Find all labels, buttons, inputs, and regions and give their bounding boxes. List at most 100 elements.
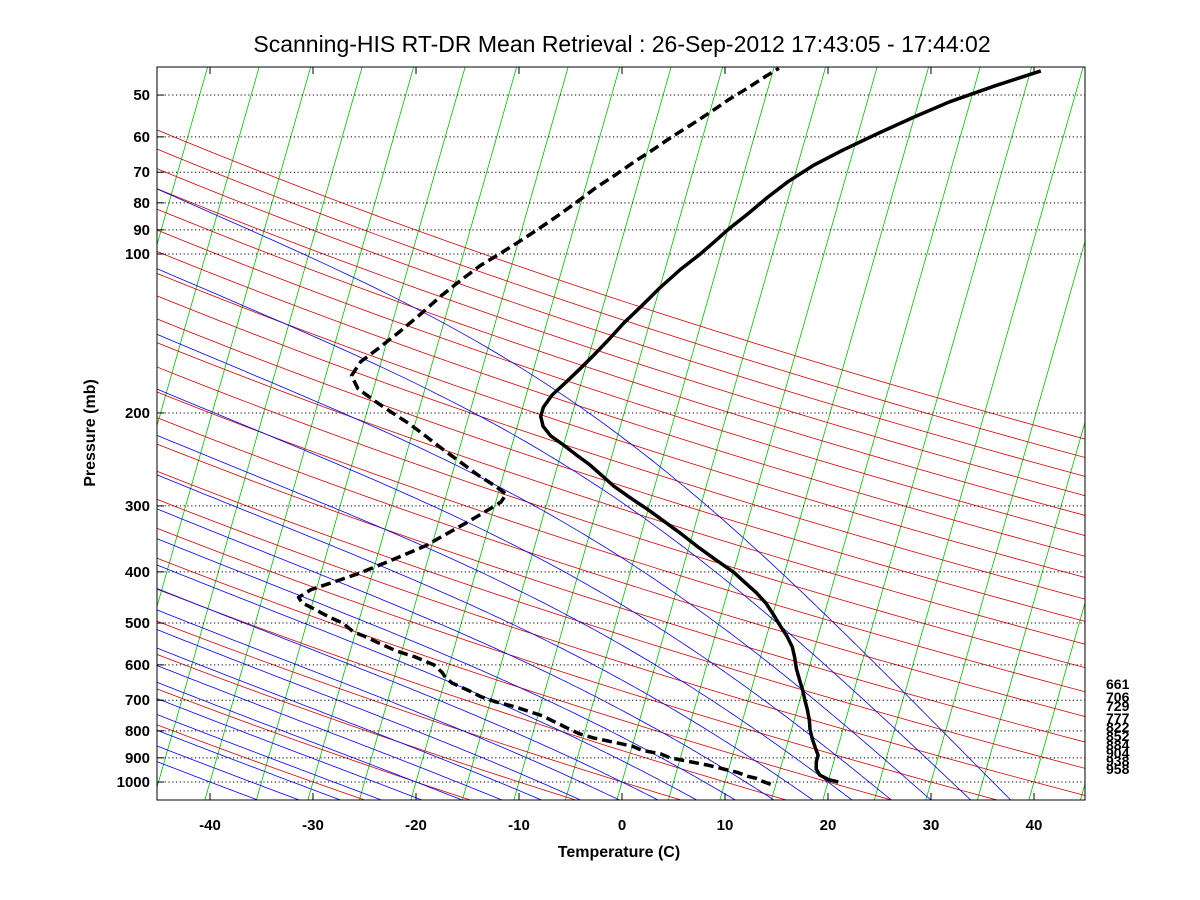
dry-adiabat-line (157, 188, 1085, 497)
side-pressure-label: 958 (1106, 761, 1130, 777)
moist-adiabat-line (157, 333, 932, 800)
side-pressure-label: 904 (1106, 745, 1130, 761)
x-tick-label: 40 (1026, 817, 1043, 834)
dry-adiabat-line (157, 443, 1085, 743)
dry-adiabat-line (157, 557, 894, 800)
y-axis-ticks: 50 60 70 80 90 100 200 300 400 500 600 700 800 900 100… (117, 87, 164, 791)
isotherm-line (770, 67, 981, 800)
y-tick-label: 100 (125, 246, 150, 263)
x-tick-label: 20 (820, 817, 837, 834)
y-tick-label: 60 (133, 129, 150, 146)
x-tick-label: 0 (618, 817, 626, 834)
moist-adiabat-line (157, 647, 543, 800)
dry-adiabat-line (157, 527, 999, 800)
moist-adiabat-line (157, 188, 1012, 800)
x-tick-label: -30 (302, 817, 324, 834)
dry-adiabat-line (157, 229, 1085, 537)
plot-frame (156, 66, 1086, 801)
isotherm-line (204, 67, 415, 800)
dewpoint-profile-line (296, 67, 780, 786)
dry-adiabat-line (157, 272, 1085, 578)
y-tick-label: 70 (133, 164, 150, 181)
y-axis-label: Pressure (mb) (82, 379, 99, 487)
dry-adiabat-line (157, 588, 788, 800)
x-tick-label: 10 (717, 817, 734, 834)
isotherm-line (157, 67, 312, 608)
dry-adiabat-line (157, 498, 1085, 796)
x-tick-label: -10 (508, 817, 530, 834)
moist-adiabat-line (157, 681, 464, 800)
dry-adiabat-line (157, 295, 1085, 600)
isotherm-line (513, 67, 724, 800)
side-pressure-label: 729 (1106, 698, 1130, 714)
temperature-profile-line (538, 69, 1042, 784)
isotherm-line (157, 67, 260, 428)
moist-adiabat-line (157, 729, 342, 800)
side-pressure-label: 852 (1106, 728, 1130, 744)
x-axis-ticks: -40 -30 -20 -10 0 10 20 30 40 (199, 67, 1042, 834)
isotherm-line (873, 67, 1084, 800)
isotherm-line (925, 239, 1085, 800)
dry-adiabat-line (157, 391, 1085, 693)
moist-adiabat-line (157, 564, 698, 800)
moist-adiabat-line (157, 714, 383, 800)
side-pressure-label: 661 (1106, 676, 1130, 692)
isotherm-line (461, 67, 672, 800)
moist-adiabat-line (157, 538, 737, 800)
moist-adiabat-line (157, 609, 621, 800)
plot-area (156, 66, 1086, 801)
moist-adiabat-line (157, 665, 503, 800)
isotherm-line (157, 67, 209, 247)
y-tick-label: 700 (125, 692, 150, 709)
side-pressure-label: 822 (1106, 719, 1130, 735)
isotherm-line (976, 420, 1085, 800)
y-tick-label: 400 (125, 564, 150, 581)
isotherm-line (564, 67, 775, 800)
dry-adiabat-line (157, 129, 1085, 440)
chart-title: Scanning-HIS RT-DR Mean Retrieval : 26-S… (253, 31, 990, 57)
isotherm-line (667, 67, 878, 800)
moist-adiabat-line (157, 698, 424, 800)
dry-adiabat-line (157, 318, 1085, 622)
y-tick-label: 900 (125, 750, 150, 767)
side-pressure-label: 884 (1106, 737, 1130, 753)
x-tick-label: 30 (923, 817, 940, 834)
y-tick-label: 200 (125, 405, 150, 422)
y-tick-label: 90 (133, 222, 150, 239)
dry-adiabat-line (157, 620, 683, 800)
moist-adiabat-line (157, 474, 814, 800)
y-tick-label: 80 (133, 195, 150, 212)
x-tick-label: -40 (199, 817, 221, 834)
dry-adiabat-line (157, 470, 1085, 769)
moist-adiabat-line (157, 388, 892, 800)
y-tick-label: 1000 (117, 774, 150, 791)
x-axis-label: Temperature (C) (558, 844, 680, 861)
side-pressure-label: 706 (1106, 689, 1130, 705)
plot-background (157, 67, 1085, 800)
x-tick-label: -20 (405, 817, 427, 834)
y-tick-label: 800 (125, 723, 150, 740)
moist-adiabat-line (157, 745, 301, 800)
y-tick-label: 500 (125, 615, 150, 632)
dry-adiabat-line (157, 148, 1085, 458)
moist-adiabat-line (157, 629, 582, 800)
side-pressure-label: 938 (1106, 753, 1130, 769)
moist-adiabat-line (157, 588, 659, 800)
y-tick-label: 50 (133, 87, 150, 104)
side-pressure-label: 777 (1106, 710, 1130, 726)
moist-adiabat-line (157, 268, 972, 800)
dry-adiabat-line (157, 366, 1085, 669)
dry-adiabat-line (157, 653, 577, 800)
dry-adiabat-line (157, 208, 1085, 516)
y-tick-label: 300 (125, 498, 150, 515)
dry-adiabat-line (157, 251, 1085, 557)
isobar-gridlines (157, 94, 1085, 783)
dry-adiabat-line (157, 417, 1085, 717)
y-tick-label: 600 (125, 657, 150, 674)
profile-series (296, 67, 1042, 786)
moist-adiabat-line (157, 508, 775, 800)
dry-adiabat-line (157, 342, 1085, 645)
moist-adiabat-line (157, 761, 259, 800)
